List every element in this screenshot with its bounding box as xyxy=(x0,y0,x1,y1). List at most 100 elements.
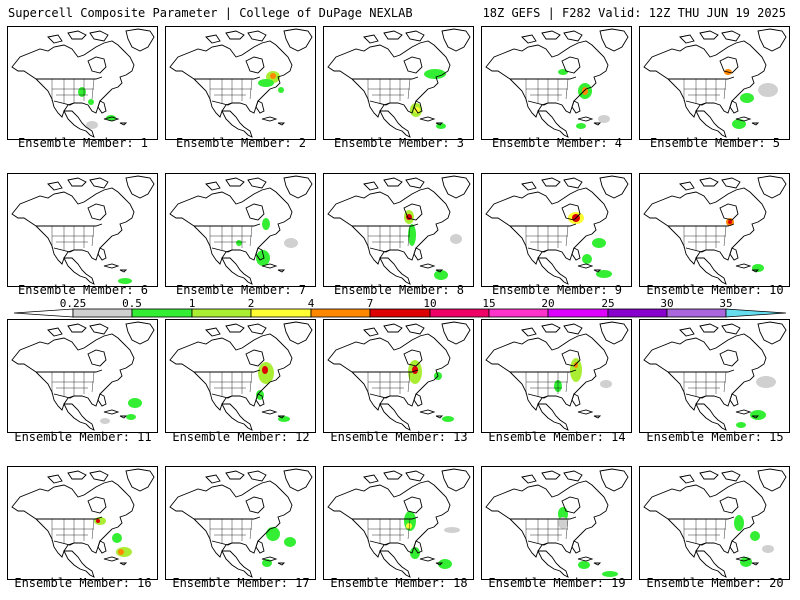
coastline xyxy=(103,116,120,122)
coastline xyxy=(245,349,265,367)
coastline xyxy=(125,175,155,199)
scp-contour-fill xyxy=(558,517,568,529)
coastline xyxy=(643,333,767,411)
map-canvas xyxy=(643,321,787,431)
scp-contour-fill xyxy=(740,93,754,103)
scp-contour-fill xyxy=(598,115,610,123)
coastline xyxy=(403,496,423,514)
coastline xyxy=(441,175,471,199)
map-canvas xyxy=(11,175,155,285)
map-canvas xyxy=(643,28,787,138)
coastline xyxy=(735,556,752,562)
coastline xyxy=(87,349,107,367)
coastline xyxy=(277,562,286,566)
coastline xyxy=(577,263,594,269)
coastline xyxy=(97,100,107,114)
country-border xyxy=(36,223,103,227)
coastline xyxy=(245,56,265,74)
map-canvas xyxy=(327,28,471,138)
country-border xyxy=(668,516,735,520)
coastline xyxy=(363,181,379,191)
coastline xyxy=(119,415,128,419)
coastline xyxy=(419,116,436,122)
ensemble-member-label: Ensemble Member: 5 xyxy=(649,136,781,150)
colorbar-tick-label: 2 xyxy=(247,297,255,310)
coastline xyxy=(435,415,444,419)
scp-contour-fill xyxy=(424,69,446,79)
coastline xyxy=(593,562,602,566)
coastline xyxy=(255,540,265,554)
coastline xyxy=(561,56,581,74)
scp-contour-fill xyxy=(750,531,760,541)
coastline xyxy=(537,110,569,138)
ensemble-map-13 xyxy=(323,319,474,433)
coastline xyxy=(729,393,739,407)
scp-contour-fill xyxy=(596,270,612,278)
coastline xyxy=(561,203,581,221)
ensemble-map-15 xyxy=(639,319,790,433)
ensemble-member-label: Ensemble Member: 19 xyxy=(488,576,626,590)
ensemble-map-19 xyxy=(481,466,632,580)
scp-contour-fill xyxy=(262,218,270,230)
scp-contour-fill xyxy=(408,224,416,246)
colorbar-segment xyxy=(310,308,371,318)
coastline xyxy=(541,177,561,187)
ensemble-map-11 xyxy=(7,319,158,433)
colorbar-tick-label: 30 xyxy=(660,297,674,310)
coastline xyxy=(383,470,403,480)
coastline xyxy=(757,28,787,52)
colorbar-segment xyxy=(72,308,133,318)
coastline xyxy=(521,181,537,191)
ensemble-member-label: Ensemble Member: 9 xyxy=(491,283,623,297)
coastline xyxy=(89,177,109,189)
coastline xyxy=(735,116,752,122)
scp-contour-fill xyxy=(756,376,776,388)
ensemble-map-3 xyxy=(323,26,474,140)
coastline xyxy=(221,110,253,138)
coastline xyxy=(679,327,695,337)
coastline xyxy=(205,474,221,484)
coastline xyxy=(757,321,787,345)
ensemble-map-20 xyxy=(639,466,790,580)
chart-title: Supercell Composite Parameter | College … xyxy=(8,6,413,20)
coastline xyxy=(327,480,451,558)
coastline xyxy=(435,269,444,273)
coastline xyxy=(379,110,411,138)
country-border xyxy=(352,369,419,373)
coastline xyxy=(757,175,787,199)
coastline xyxy=(245,496,265,514)
coastline xyxy=(67,323,87,333)
coastline xyxy=(441,468,471,492)
coastline xyxy=(537,550,569,578)
ensemble-map-1 xyxy=(7,26,158,140)
coastline xyxy=(561,496,581,514)
country-border xyxy=(352,76,419,80)
map-canvas xyxy=(169,175,313,285)
ensemble-member-label: Ensemble Member: 15 xyxy=(646,430,784,444)
coastline xyxy=(63,257,95,285)
coastline xyxy=(47,34,63,44)
map-canvas xyxy=(169,321,313,431)
coastline xyxy=(47,181,63,191)
ensemble-map-8 xyxy=(323,173,474,287)
ensemble-member-label: Ensemble Member: 11 xyxy=(14,430,152,444)
coastline xyxy=(119,562,128,566)
colorbar-segment xyxy=(607,308,668,318)
scp-contour-fill xyxy=(578,561,590,569)
coastline xyxy=(435,122,444,126)
coastline xyxy=(419,263,436,269)
ensemble-map-12 xyxy=(165,319,316,433)
coastline xyxy=(751,269,760,273)
scp-contour-fill xyxy=(88,99,94,105)
coastline xyxy=(247,323,267,335)
coastline xyxy=(221,550,253,578)
coastline xyxy=(751,415,760,419)
coastline xyxy=(593,269,602,273)
ensemble-member-label: Ensemble Member: 7 xyxy=(175,283,307,297)
coastline xyxy=(419,409,436,415)
coastline xyxy=(97,540,107,554)
coastline xyxy=(699,177,719,187)
coastline xyxy=(67,470,87,480)
coastline xyxy=(441,28,471,52)
coastline xyxy=(221,257,253,285)
